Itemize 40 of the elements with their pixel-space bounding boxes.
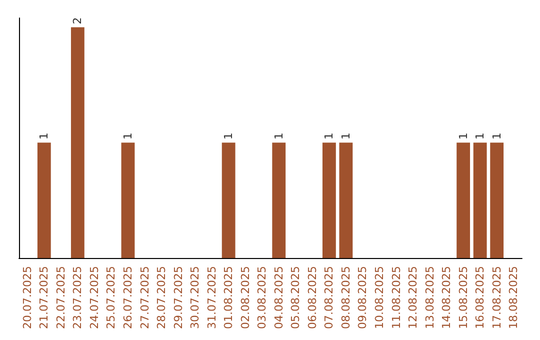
x-tick-label: 24.07.2025 [88,266,101,330]
x-tick-label: 26.07.2025 [121,266,134,330]
x-tick-label: 05.08.2025 [289,266,302,330]
data-label: 1 [38,132,51,140]
x-tick-label: 25.07.2025 [104,266,118,330]
x-tick-label: 15.08.2025 [456,266,470,330]
x-tick-label: 09.08.2025 [356,266,370,330]
data-label: 1 [339,132,352,140]
x-tick-label: 06.08.2025 [306,266,319,330]
x-tick-label: 27.07.2025 [138,266,152,330]
data-label: 1 [474,132,487,140]
x-tick-label: 16.08.2025 [474,266,487,330]
x-tick-label: 29.07.2025 [172,266,185,330]
x-tick-label: 07.08.2025 [322,266,336,330]
data-label: 1 [490,132,504,140]
x-tick-label: 02.08.2025 [238,266,252,330]
x-tick-label: 21.07.2025 [38,266,51,330]
data-label: 1 [222,132,236,140]
x-tick-label: 13.08.2025 [423,266,436,330]
x-tick-label: 12.08.2025 [406,266,420,330]
x-tick-label: 23.07.2025 [71,266,84,330]
data-label: 1 [456,132,470,140]
x-tick-label: 30.07.2025 [188,266,202,330]
x-tick-label: 18.08.2025 [507,266,520,330]
x-tick-label: 08.08.2025 [339,266,352,330]
data-label: 1 [121,132,134,140]
x-tick-label: 28.07.2025 [155,266,168,330]
data-label: 1 [272,132,286,140]
x-tick-label: 01.08.2025 [222,266,236,330]
x-tick-label: 14.08.2025 [440,266,454,330]
x-tick-label: 22.07.2025 [54,266,68,330]
x-tick-label: 20.07.2025 [20,266,34,330]
x-tick-label: 17.08.2025 [490,266,504,330]
data-label: 2 [71,17,84,24]
x-tick-label: 31.07.2025 [205,266,218,330]
x-tick-label: 03.08.2025 [256,266,269,330]
data-label: 1 [322,132,336,140]
x-tick-label: 11.08.2025 [390,266,403,330]
x-tick-label: 04.08.2025 [272,266,286,330]
x-tick-label: 10.08.2025 [372,266,386,330]
